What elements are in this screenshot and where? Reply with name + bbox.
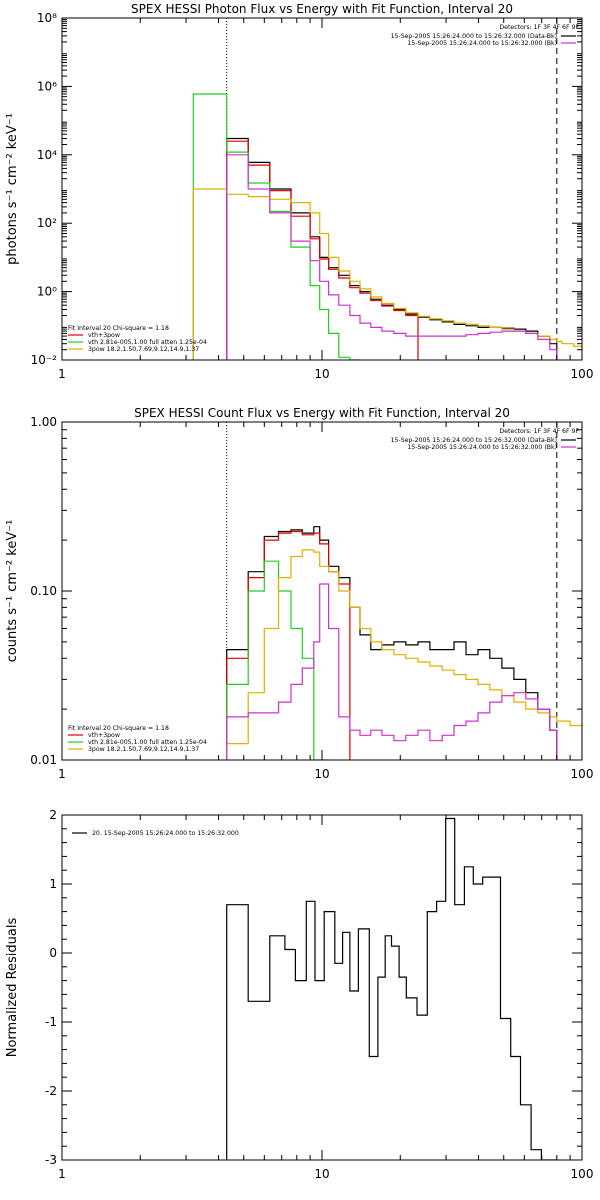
plot-frame xyxy=(61,17,583,361)
legend-header: Detectors: 1F 3F 4F 6F 9F xyxy=(499,428,579,435)
legend-entry-label: vth+3pow xyxy=(88,732,120,739)
chart-1: SPEX HESSI Photon Flux vs Energy with Fi… xyxy=(5,2,593,381)
series-line-5 xyxy=(226,583,558,760)
y-tick-label: -2 xyxy=(45,1084,57,1098)
y-tick-label: 1 xyxy=(49,877,57,891)
legend-bottom-left: Fit Interval 20 Chi-square = 1.18vth+3po… xyxy=(68,725,207,753)
chart-title: SPEX HESSI Photon Flux vs Energy with Fi… xyxy=(131,2,513,16)
y-tick-label: -1 xyxy=(45,1015,57,1029)
legend: 20. 15-Sep-2005 15:26:24.000 to 15:26:32… xyxy=(72,830,239,837)
x-tick-label: 1 xyxy=(58,1167,66,1181)
series-line-3 xyxy=(192,93,360,360)
legend-entry-label: 15-Sep-2005 15:26:24.000 to 15:26:32.000… xyxy=(391,33,557,40)
legend-top-right: Detectors: 1F 3F 4F 6F 9F 15-Sep-2005 15:… xyxy=(391,24,580,47)
series-line-1 xyxy=(226,817,557,1160)
y-tick-label: 0.01 xyxy=(30,753,57,767)
series-line-3 xyxy=(226,560,329,760)
x-tick-label: 100 xyxy=(571,1167,594,1181)
y-tick-label: 1.00 xyxy=(30,415,57,429)
y-tick-label: 10² xyxy=(37,216,57,230)
legend-entry-label: 15-Sep-2005 15:26:24.000 to 15:26:32.000… xyxy=(391,437,557,444)
legend-bottom-left: Fit Interval 20 Chi-square = 1.18vth+3po… xyxy=(68,325,207,353)
series-line-4 xyxy=(226,549,582,760)
y-tick-label: 10⁶ xyxy=(37,79,57,93)
legend-top-right: Detectors: 1F 3F 4F 6F 9F 15-Sep-2005 15:… xyxy=(391,428,580,451)
legend-entry-label: 15-Sep-2005 15:26:24.000 to 15:26:32.000… xyxy=(407,444,557,451)
x-tick-label: 1 xyxy=(58,767,66,781)
y-axis-label: counts s⁻¹ cm⁻² keV⁻¹ xyxy=(5,520,20,663)
legend-header: Fit Interval 20 Chi-square = 1.18 xyxy=(68,325,169,332)
legend-entry-label: vth 2.81e-005,1.00 full atten 1.25e-04 xyxy=(88,339,207,346)
y-tick-label: 10⁻² xyxy=(31,353,58,367)
y-tick-label-top: 10⁸ xyxy=(37,11,57,25)
series-group xyxy=(226,817,557,1160)
x-tick-label: 10 xyxy=(314,367,329,381)
series-group xyxy=(226,526,582,760)
chart-title: SPEX HESSI Count Flux vs Energy with Fit… xyxy=(134,406,510,420)
x-tick-label: 1 xyxy=(58,367,66,381)
y-axis-label: photons s⁻¹ cm⁻² keV⁻¹ xyxy=(5,113,20,265)
y-tick-label: 2 xyxy=(49,808,57,822)
x-tick-label: 100 xyxy=(571,367,594,381)
x-tick-label: 100 xyxy=(571,767,594,781)
x-tick-label: 10 xyxy=(314,767,329,781)
chart-3: 1 10 100 -3 -2 -1 0 1 2 Normalized Residuals 20. 1… xyxy=(5,808,593,1181)
legend-header: Detectors: 1F 3F 4F 6F 9F xyxy=(499,24,579,31)
plot-frame xyxy=(61,814,583,1161)
legend-header: Fit Interval 20 Chi-square = 1.18 xyxy=(68,725,169,732)
y-tick-label: 10⁴ xyxy=(37,148,57,162)
series-line-2 xyxy=(226,140,419,360)
y-axis-label: Normalized Residuals xyxy=(5,918,20,1058)
y-tick-label: 0 xyxy=(49,946,57,960)
legend-entry-label: 3pow 18.2,1.50,7.69,9.12,14.9,1.37 xyxy=(88,746,199,753)
legend-entry-label: vth+3pow xyxy=(88,332,120,339)
series-line-1 xyxy=(226,137,558,360)
plot-frame xyxy=(61,421,583,761)
chart-2: SPEX HESSI Count Flux vs Energy with Fit… xyxy=(5,406,593,781)
x-tick-label: 10 xyxy=(314,1167,329,1181)
legend-entry-label: 20. 15-Sep-2005 15:26:24.000 to 15:26:32… xyxy=(92,830,239,837)
legend-entry-label: 15-Sep-2005 15:26:24.000 to 15:26:32.000… xyxy=(407,40,557,47)
legend-entry-label: 3pow 18.2,1.50,7.69,9.12,14.9,1.37 xyxy=(88,346,199,353)
series-line-1 xyxy=(226,526,558,760)
series-group xyxy=(192,93,582,360)
series-line-4 xyxy=(192,188,582,360)
y-tick-label: 10⁰ xyxy=(37,285,57,299)
y-tick-label: -3 xyxy=(45,1153,57,1167)
legend-entry-label: vth 2.81e-005,1.00 full atten 1.25e-04 xyxy=(88,739,207,746)
y-tick-label: 0.10 xyxy=(30,584,57,598)
series-line-5 xyxy=(226,154,558,360)
